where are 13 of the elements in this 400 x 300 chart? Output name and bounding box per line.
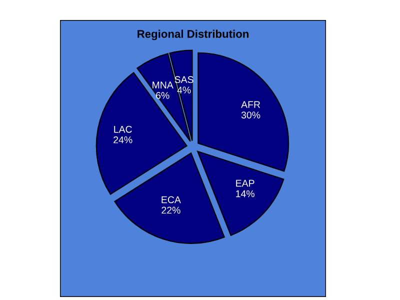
- slice-label: EAP: [236, 180, 254, 187]
- slice-label: SAS: [174, 76, 194, 84]
- data-label: 14%: [236, 190, 254, 198]
- slice-label: MNA: [152, 82, 174, 88]
- data-label: 6%: [156, 92, 170, 99]
- data-label: 30%: [241, 112, 260, 118]
- slice-label: ECA: [162, 196, 181, 204]
- slice-label: AFR: [241, 101, 260, 108]
- data-label: 4%: [177, 86, 191, 94]
- data-label: 22%: [162, 206, 180, 214]
- chart-title: Regional Distribution: [138, 30, 248, 40]
- data-label: 24%: [114, 136, 132, 144]
- slice-label: LAC: [114, 126, 132, 133]
